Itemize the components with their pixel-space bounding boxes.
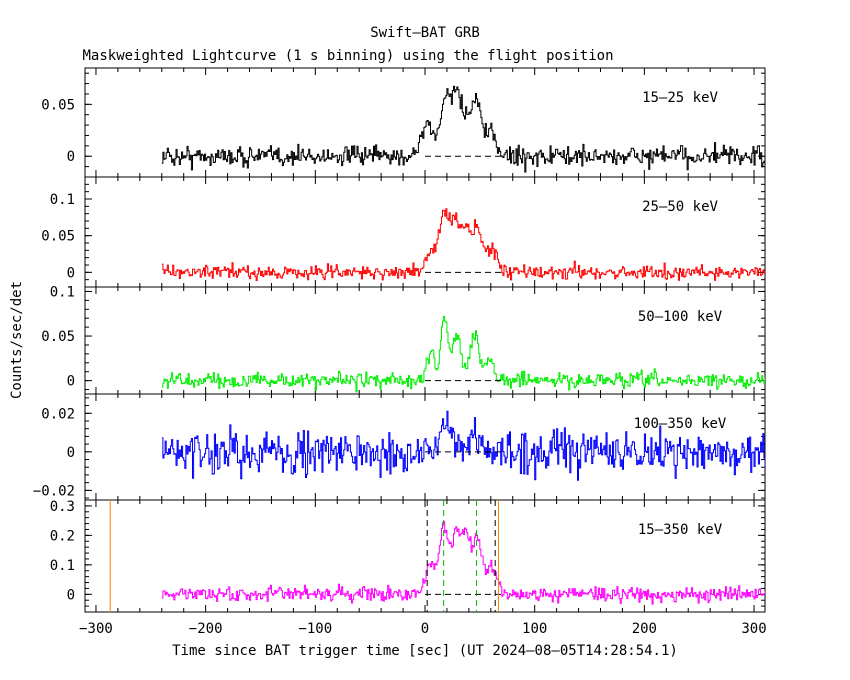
x-axis-label: Time since BAT trigger time [sec] (UT 20… [172,643,678,659]
band-label: 50–100 keV [638,309,723,325]
panel-0: 0 0.05 15–25 keV [41,67,766,178]
x-tick-labels: −300 −200 −100 0 100 200 300 [79,621,767,637]
panels-group: 0 0.05 15–25 keV 0 0.05 0.1 25–50 keV 0 0.05 0.1 5… [33,67,766,613]
y-tick-label: 0 [67,374,75,390]
panel-3: −0.02 0 0.02 100–350 keV [33,393,766,501]
band-label: 25–50 keV [642,199,718,215]
series-line [161,410,765,481]
x-tick-label: 200 [632,621,657,637]
y-tick-label: 0.2 [50,528,75,544]
x-tick-label: 100 [522,621,547,637]
y-tick-label: 0 [67,265,75,281]
y-axis-label: Counts/sec/det [9,281,25,399]
band-label: 15–350 keV [638,522,723,538]
series-line [161,521,765,605]
series-line [161,208,765,281]
x-tick-label: −100 [298,621,332,637]
y-tick-label: 0.3 [50,499,75,515]
x-tick-label: −300 [79,621,113,637]
panel-2: 0 0.05 0.1 50–100 keV [41,284,766,395]
x-tick-label: 0 [421,621,429,637]
x-tick-label: −200 [189,621,223,637]
y-tick-label: 0.05 [41,229,75,245]
y-tick-label: 0 [67,149,75,165]
y-tick-label: 0.05 [41,97,75,113]
x-tick-label: 300 [741,621,766,637]
y-tick-label: −0.02 [33,483,75,499]
panel-frame [84,67,766,178]
chart-title: Swift–BAT GRB [370,25,480,41]
band-label: 100–350 keV [634,416,727,432]
y-tick-label: 0.1 [50,192,75,208]
series-line [161,315,765,393]
y-tick-label: 0.1 [50,558,75,574]
y-tick-label: 0.05 [41,329,75,345]
chart-subtitle: Maskweighted Lightcurve (1 s binning) us… [82,48,613,64]
y-tick-label: 0.1 [50,284,75,300]
panel-1: 0 0.05 0.1 25–50 keV [41,176,766,288]
series-line [161,85,765,173]
panel-4: 0 0.1 0.2 0.3 15–350 keV [50,499,766,613]
y-tick-label: 0 [67,445,75,461]
band-label: 15–25 keV [642,90,718,106]
y-tick-label: 0 [67,587,75,603]
y-tick-label: 0.02 [41,406,75,422]
